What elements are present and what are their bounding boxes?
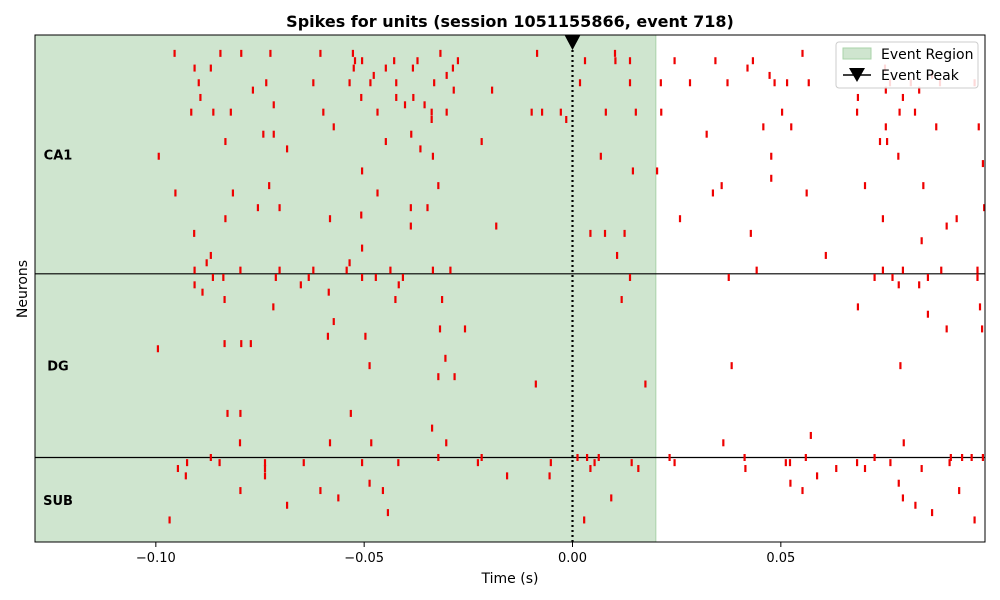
- plot-frame: [34, 34, 986, 543]
- legend-event-peak-label: Event Peak: [881, 68, 960, 84]
- plot-area: CA1 DG SUB: [34, 34, 986, 543]
- legend-peak-marker: [849, 68, 865, 82]
- region-label-sub: SUB: [43, 494, 73, 509]
- x-tick-label: 0.00: [558, 551, 587, 566]
- x-axis-label: Time (s): [481, 571, 539, 587]
- chart-title: Spikes for units (session 1051155866, ev…: [286, 12, 734, 31]
- region-label-ca1: CA1: [44, 148, 73, 163]
- x-tick-label: −0.10: [136, 551, 176, 566]
- region-boundaries: [35, 273, 985, 459]
- region-labels: CA1 DG SUB: [43, 148, 73, 508]
- legend-region-swatch: [842, 47, 872, 60]
- x-tick-label: 0.05: [766, 551, 795, 566]
- y-axis-label: Neurons: [15, 260, 31, 318]
- x-tick-label: −0.05: [344, 551, 384, 566]
- event-region: [34, 34, 657, 543]
- region-label-dg: DG: [47, 360, 68, 375]
- spike-marks: [156, 49, 986, 524]
- legend-event-region-label: Event Region: [881, 47, 973, 63]
- x-axis: −0.10 −0.05 0.00 0.05: [136, 542, 795, 566]
- event-peak-marker: [564, 35, 581, 50]
- legend: Event Region Event Peak: [835, 41, 979, 89]
